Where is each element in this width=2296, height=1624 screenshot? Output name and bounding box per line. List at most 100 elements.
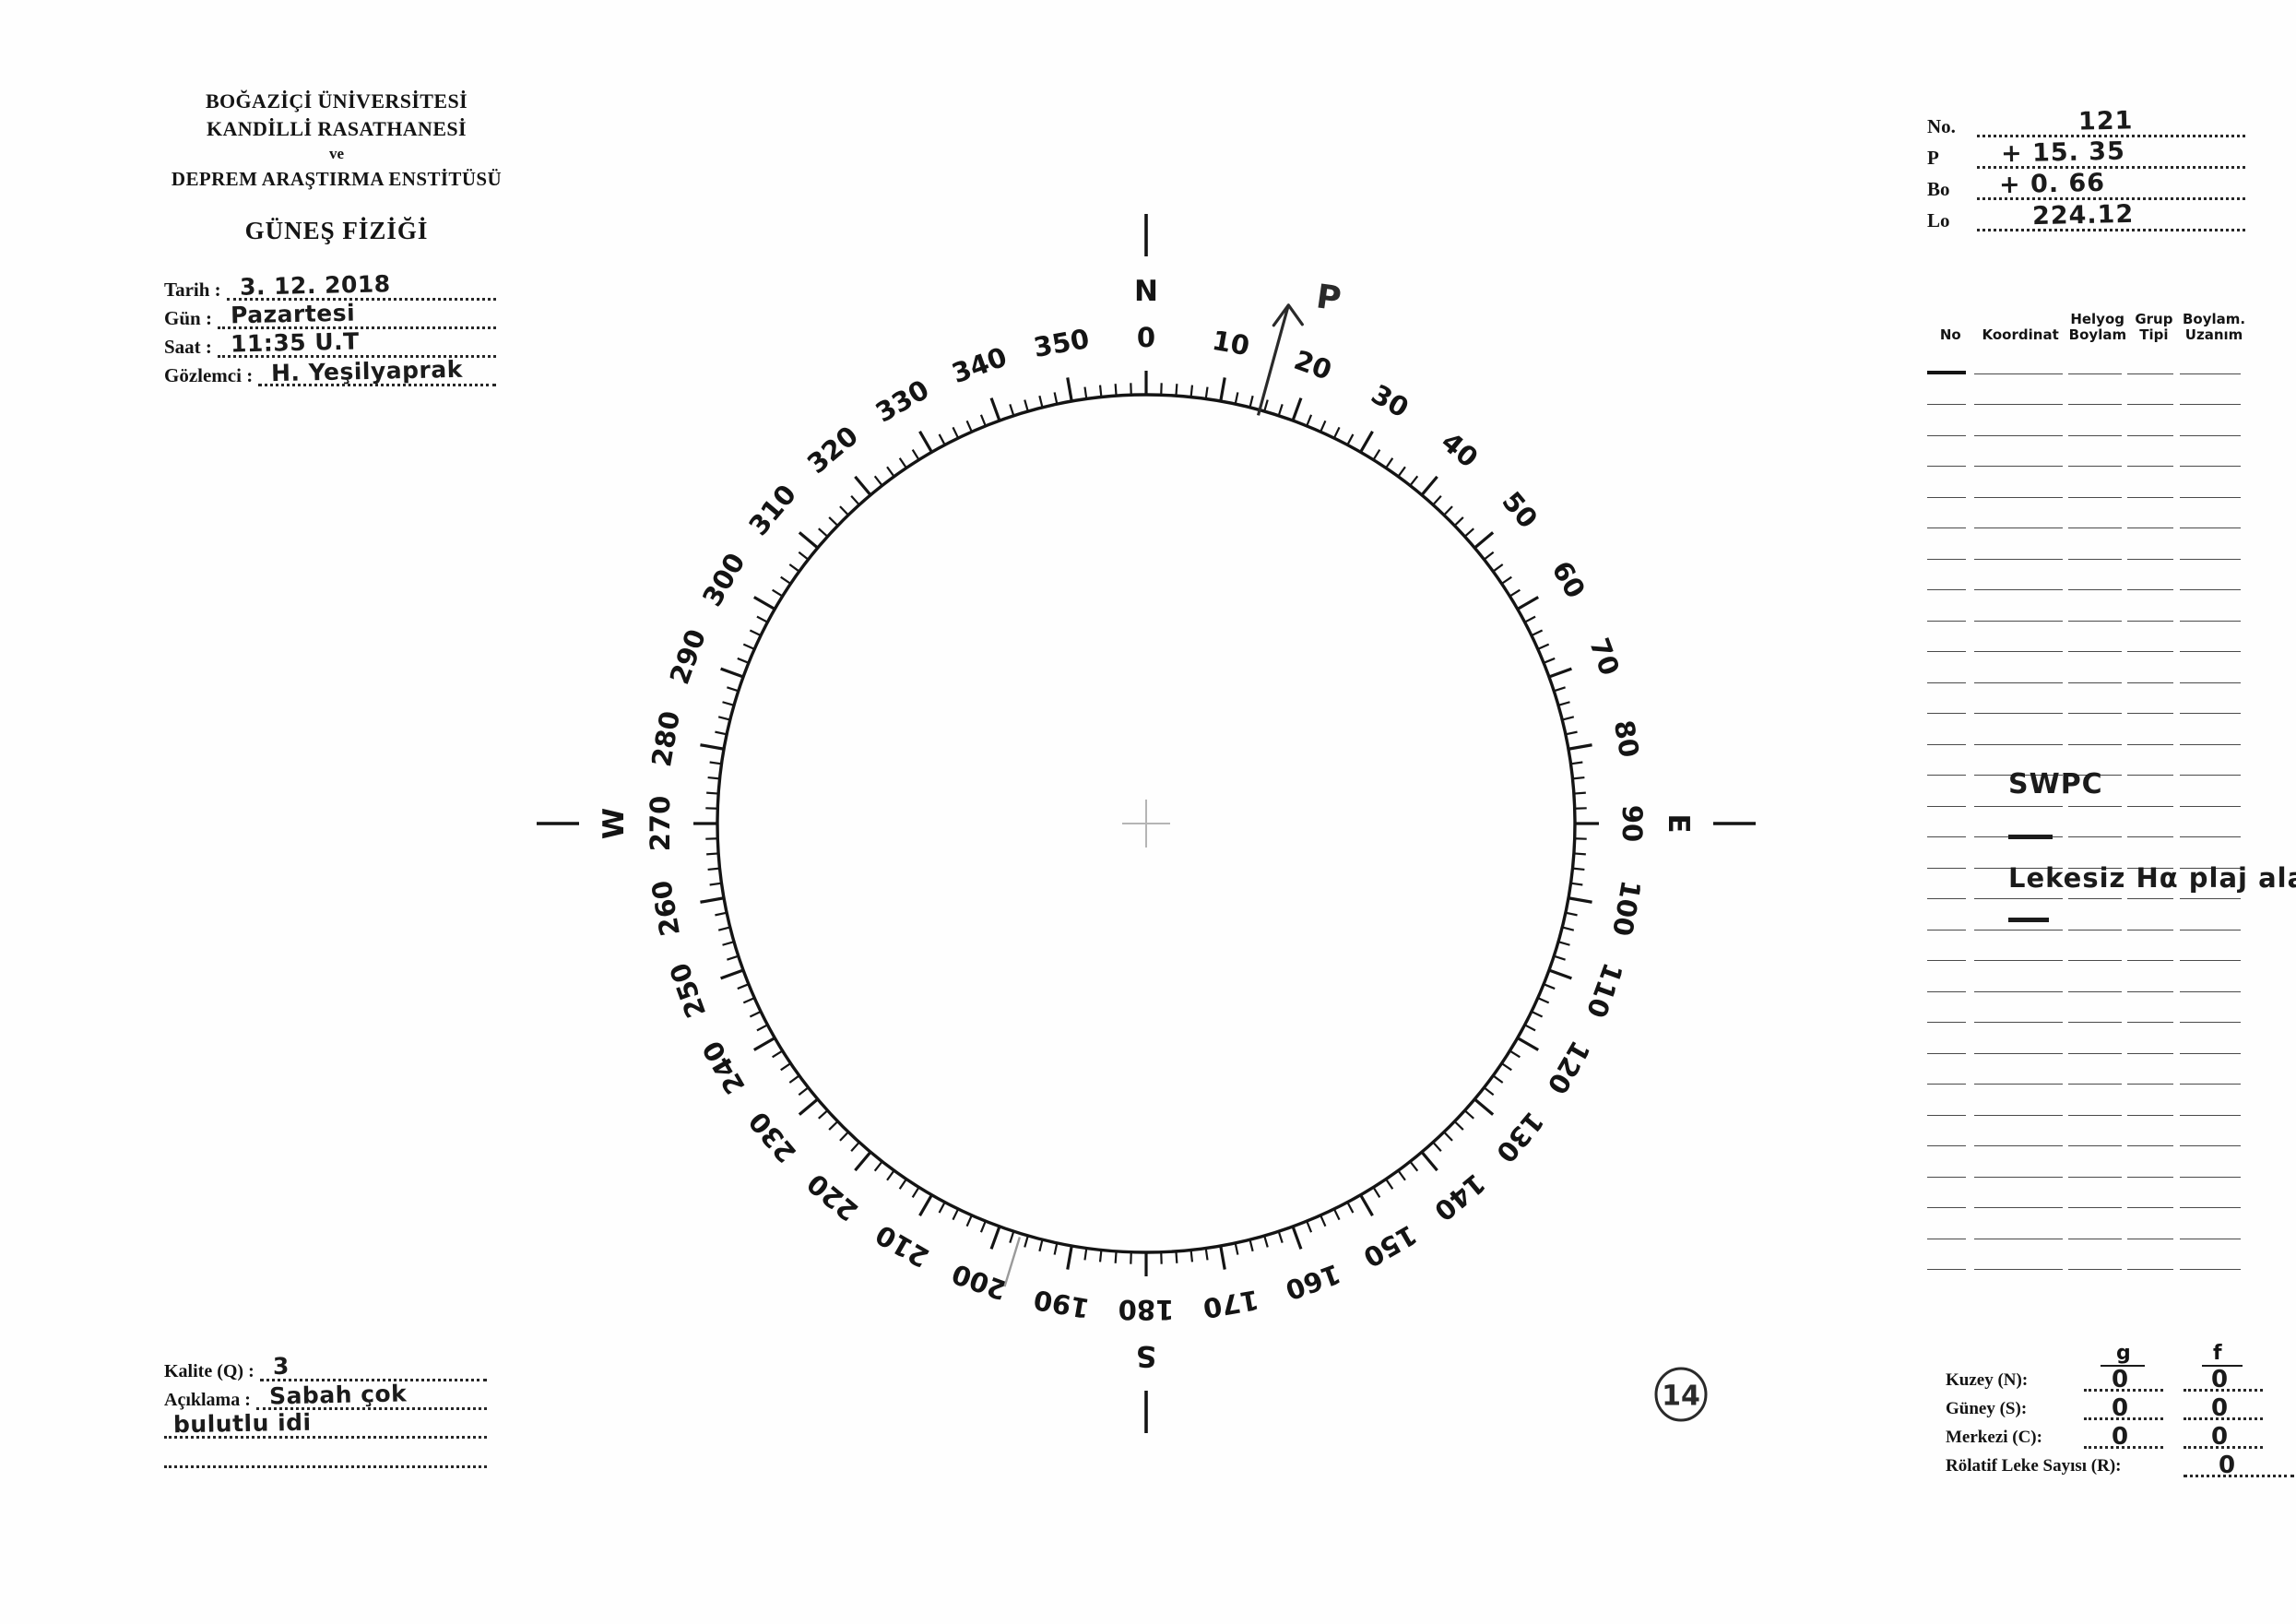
table-cell[interactable] [1927, 1083, 1969, 1085]
table-cell[interactable] [1927, 650, 1969, 652]
table-cell[interactable] [2180, 682, 2243, 683]
table-cell[interactable] [1974, 1268, 2064, 1270]
table-cell[interactable] [2068, 897, 2123, 899]
table-cell[interactable] [2068, 1268, 2123, 1270]
table-cell[interactable] [2127, 1052, 2174, 1054]
table-cell[interactable] [2180, 373, 2243, 374]
table-cell[interactable] [1927, 990, 1969, 992]
table-cell[interactable] [2127, 682, 2174, 683]
table-cell[interactable] [2068, 929, 2123, 931]
table-cell[interactable] [1927, 1176, 1969, 1178]
table-cell[interactable] [1927, 588, 1969, 590]
table-cell[interactable] [1927, 897, 1969, 899]
table-cell[interactable] [1974, 434, 2064, 436]
table-cell[interactable] [2127, 1021, 2174, 1023]
table-cell[interactable] [2180, 496, 2243, 498]
table-cell[interactable] [2068, 650, 2123, 652]
table-row[interactable] [1927, 807, 2248, 837]
table-cell[interactable] [2068, 1206, 2123, 1208]
table-cell[interactable] [2068, 712, 2123, 714]
table-cell[interactable] [2127, 403, 2174, 405]
table-cell[interactable] [1974, 527, 2064, 528]
table-row[interactable] [1927, 343, 2248, 374]
table-cell[interactable] [2068, 558, 2123, 560]
table-cell[interactable] [2068, 465, 2123, 467]
table-cell[interactable] [2068, 682, 2123, 683]
table-cell[interactable] [2068, 743, 2123, 745]
table-cell[interactable] [2127, 712, 2174, 714]
table-cell[interactable] [1927, 403, 1969, 405]
field-p[interactable]: P + 15. 35 [1927, 137, 2245, 172]
table-cell[interactable] [1974, 929, 2064, 931]
table-cell[interactable] [2180, 1268, 2243, 1270]
table-cell[interactable] [1974, 496, 2064, 498]
table-cell[interactable] [1927, 465, 1969, 467]
table-cell[interactable] [2068, 373, 2123, 374]
table-cell[interactable] [2127, 620, 2174, 622]
table-row[interactable] [1927, 405, 2248, 436]
table-cell[interactable] [2127, 1176, 2174, 1178]
table-row[interactable] [1927, 899, 2248, 931]
table-cell[interactable] [1927, 1021, 1969, 1023]
table-cell[interactable] [2180, 805, 2243, 807]
count-row-center[interactable]: Merkezi (C): 0 0 [1946, 1423, 2263, 1453]
field-day[interactable]: Gün : Pazartesi [164, 300, 496, 332]
table-cell[interactable] [1927, 1052, 1969, 1054]
table-cell[interactable] [2068, 1176, 2123, 1178]
table-cell[interactable] [1927, 1114, 1969, 1116]
table-cell[interactable] [2068, 1021, 2123, 1023]
count-row-relative[interactable]: Rölatif Leke Sayısı (R): 0 [1946, 1452, 2294, 1482]
table-cell[interactable] [1927, 929, 1969, 931]
table-cell[interactable] [2127, 1083, 2174, 1085]
table-cell[interactable] [2180, 620, 2243, 622]
table-cell[interactable] [1927, 1238, 1969, 1239]
table-cell[interactable] [2127, 897, 2174, 899]
table-cell[interactable] [2180, 897, 2243, 899]
table-cell[interactable] [2068, 1238, 2123, 1239]
table-cell[interactable] [2180, 774, 2243, 776]
table-cell[interactable] [2180, 1176, 2243, 1178]
table-cell[interactable] [2068, 990, 2123, 992]
table-cell[interactable] [2068, 434, 2123, 436]
table-row[interactable] [1927, 683, 2248, 714]
table-row[interactable] [1927, 745, 2248, 776]
table-cell[interactable] [2127, 1114, 2174, 1116]
table-cell[interactable] [1927, 867, 1969, 869]
table-cell[interactable] [1927, 1144, 1969, 1146]
table-row[interactable] [1927, 467, 2248, 498]
table-cell[interactable] [2127, 465, 2174, 467]
table-cell[interactable] [1927, 558, 1969, 560]
table-cell[interactable] [2180, 1083, 2243, 1085]
table-cell[interactable] [1974, 650, 2064, 652]
table-row[interactable] [1927, 1054, 2248, 1085]
table-cell[interactable] [2180, 712, 2243, 714]
table-cell[interactable] [2127, 774, 2174, 776]
table-cell[interactable] [1974, 682, 2064, 683]
table-cell[interactable] [2127, 496, 2174, 498]
field-bo[interactable]: Bo + 0. 66 [1927, 169, 2245, 203]
table-cell[interactable] [2127, 959, 2174, 961]
table-cell[interactable] [2127, 836, 2174, 837]
table-cell[interactable] [1927, 743, 1969, 745]
table-cell[interactable] [2180, 743, 2243, 745]
field-quality[interactable]: Kalite (Q) : 3 [164, 1353, 487, 1384]
table-cell[interactable] [1927, 805, 1969, 807]
table-cell[interactable] [2180, 959, 2243, 961]
table-cell[interactable] [1974, 1052, 2064, 1054]
field-no[interactable]: No. 121 [1927, 106, 2245, 140]
table-cell[interactable] [2127, 1144, 2174, 1146]
table-cell[interactable] [2180, 434, 2243, 436]
table-cell[interactable] [2180, 403, 2243, 405]
table-cell[interactable] [2127, 434, 2174, 436]
table-row[interactable] [1927, 992, 2248, 1023]
remark-line-2[interactable]: bulutlu idi [164, 1409, 487, 1442]
field-date[interactable]: Tarih : 3. 12. 2018 [164, 270, 496, 303]
table-cell[interactable] [1927, 836, 1969, 837]
table-cell[interactable] [2068, 403, 2123, 405]
count-row-north[interactable]: Kuzey (N): 0 0 [1946, 1366, 2263, 1396]
table-cell[interactable] [1974, 1083, 2064, 1085]
table-cell[interactable] [1927, 527, 1969, 528]
table-cell[interactable] [1974, 373, 2064, 374]
table-cell[interactable] [1974, 465, 2064, 467]
table-cell[interactable] [2180, 929, 2243, 931]
